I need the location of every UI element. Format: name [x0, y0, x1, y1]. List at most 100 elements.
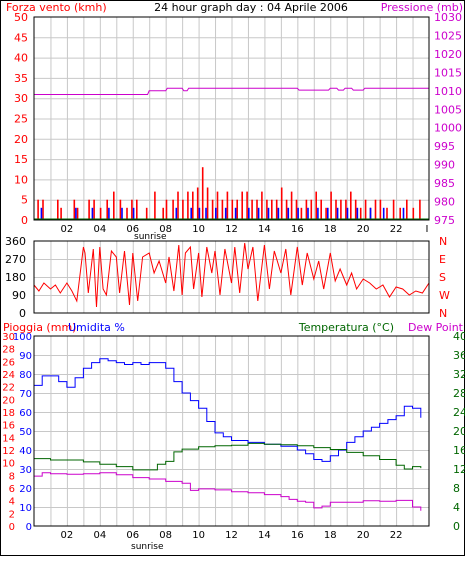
chart2-compass-letter: S: [439, 271, 446, 284]
wind-gust-bar: [369, 207, 372, 220]
chart1-left-tick: 15: [14, 153, 28, 166]
wind-speed-bar: [300, 207, 303, 220]
wind-gust-bar: [356, 207, 359, 220]
chart3-humidity-tick: 60: [19, 408, 32, 419]
wind-speed-bar: [241, 191, 243, 220]
wind-gust-bar: [121, 207, 123, 220]
wind-speed-bar: [419, 199, 421, 220]
wind-speed-bar: [106, 199, 108, 220]
chart1-x-tick: I: [426, 224, 429, 235]
chart3-rain-tick: 26: [2, 357, 15, 368]
chart3-temp-tick: 40: [453, 330, 465, 343]
chart1-x-tick: 20: [357, 224, 370, 235]
chart1-left-tick: 30: [14, 92, 28, 105]
chart1-x-tick: 10: [192, 224, 205, 235]
chart1-right-tick: 1020: [434, 48, 462, 61]
chart3-temp-tick: 36: [453, 349, 465, 362]
chart1-left-axis-label: Forza vento (kmh): [6, 1, 107, 14]
wind-speed-bar: [399, 207, 401, 220]
wind-speed-bar: [221, 199, 224, 220]
chart3-temp-tick: 4: [453, 501, 460, 514]
chart3-x-tick: 02: [61, 530, 74, 541]
wind-gust-bar: [346, 207, 349, 220]
chart3-temp-tick: 28: [453, 387, 465, 400]
chart1-right-tick: 1000: [434, 122, 462, 135]
wind-speed-bar: [350, 191, 352, 220]
chart3-rain-tick: 20: [2, 395, 15, 406]
chart1-x-tick: 14: [258, 224, 271, 235]
chart3-rain-tick: 12: [2, 446, 15, 457]
wind-speed-bar: [275, 199, 278, 220]
chart3-dewpoint-axis-label: Dew Point: [408, 321, 464, 334]
wind-speed-bar: [177, 191, 179, 220]
wind-gust-bar: [108, 207, 110, 220]
chart2-left-tick: 180: [5, 271, 26, 284]
chart2-left-tick: 0: [19, 307, 26, 320]
wind-speed-bar: [290, 191, 293, 220]
wind-speed-bar: [216, 191, 219, 220]
wind-speed-bar: [236, 199, 238, 220]
chart3-rain-tick: 14: [2, 433, 15, 444]
chart3-humidity-tick: 30: [19, 465, 32, 476]
chart1-left-tick: 10: [14, 173, 28, 186]
chart3-humidity-tick: 70: [19, 389, 32, 400]
wind-gust-bar: [297, 207, 299, 220]
chart3-rain-tick: 2: [9, 509, 15, 520]
chart3-humidity-axis-label: Umidita %: [68, 321, 125, 334]
wind-speed-bar: [119, 199, 122, 220]
chart1-left-tick: 20: [14, 133, 28, 146]
chart3-rain-tick: 28: [2, 345, 15, 356]
chart2-left-tick: 270: [5, 253, 26, 266]
chart1-right-tick: 1025: [434, 29, 462, 42]
wind-speed-bar: [386, 207, 388, 220]
chart3-humidity-tick: 90: [19, 351, 32, 362]
wind-speed-bar: [379, 199, 382, 220]
wind-direction-line: [33, 242, 430, 308]
wind-speed-bar: [162, 207, 164, 220]
wind-gust-bar: [317, 207, 319, 220]
chart1-x-tick: 04: [93, 224, 106, 235]
chart1-right-tick: 1015: [434, 66, 462, 79]
chart3-x-tick: 08: [159, 530, 172, 541]
wind-speed-bar: [266, 199, 268, 220]
chart2-compass-letter: W: [439, 289, 450, 302]
wind-speed-bar: [285, 199, 288, 220]
chart3-rain-tick: 4: [9, 497, 15, 508]
wind-speed-bar: [182, 199, 184, 220]
wind-speed-bar: [113, 191, 115, 220]
wind-speed-bar: [99, 207, 102, 220]
wind-speed-bar: [172, 199, 174, 220]
wind-gust-bar: [40, 207, 43, 220]
chart1-x-tick: 22: [390, 224, 403, 235]
chart1-left-tick: 50: [14, 11, 28, 24]
chart3-temp-tick: 20: [453, 425, 465, 438]
pressure-line: [34, 87, 429, 95]
chart3-rain-tick: 8: [9, 471, 15, 482]
wind-speed-bar: [165, 199, 168, 220]
wind-speed-bar: [93, 199, 95, 220]
chart1-left-tick: 40: [14, 52, 28, 65]
wind-speed-bar: [315, 191, 317, 220]
chart1-left-tick: 25: [14, 113, 28, 126]
wind-gust-bar: [215, 207, 217, 220]
chart3-humidity-tick: 50: [19, 427, 32, 438]
chart3-temp-tick: 0: [453, 520, 460, 533]
wind-speed-bar: [364, 199, 367, 220]
chart2-left-tick: 360: [5, 235, 26, 248]
chart1-x-tick: 12: [225, 224, 238, 235]
wind-speed-bar: [206, 187, 209, 220]
chart2-compass-letter: N: [439, 235, 447, 248]
chart2-compass-letter: N: [439, 307, 447, 320]
chart3-humidity-tick: 20: [19, 484, 32, 495]
wind-speed-bar: [88, 199, 90, 220]
wind-gust-bar: [75, 207, 77, 220]
chart1-x-tick: 06: [126, 224, 139, 235]
wind-speed-bar: [226, 191, 229, 220]
chart3-frame: [33, 335, 430, 527]
wind-speed-bar: [76, 207, 79, 220]
wind-speed-bar: [131, 199, 133, 220]
chart3-x-tick: 22: [390, 530, 403, 541]
chart1-title: 24 hour graph day : 04 Aprile 2006: [154, 1, 348, 14]
